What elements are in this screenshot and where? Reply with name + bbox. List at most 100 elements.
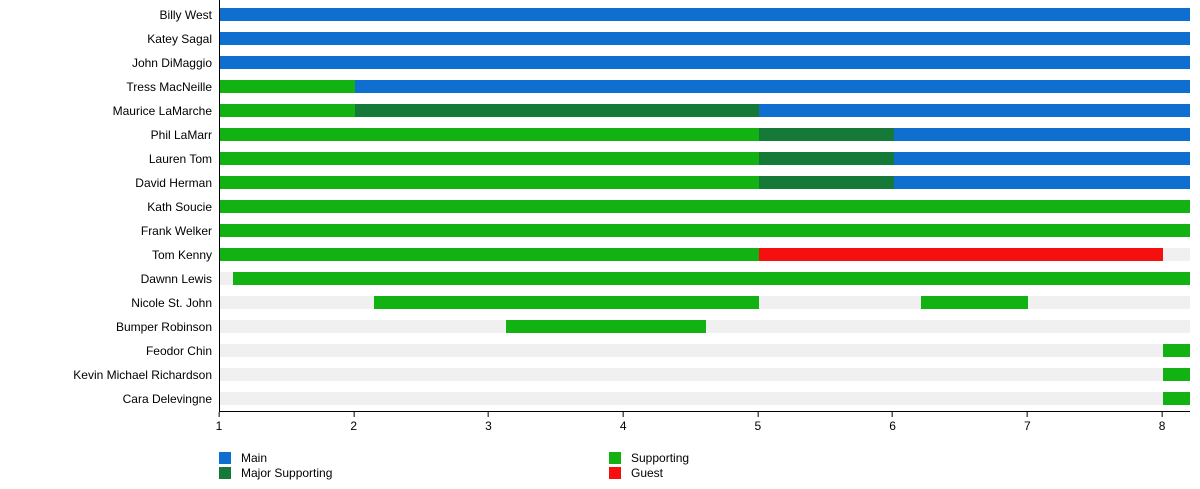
bar-segment-main [354,80,1190,93]
x-axis-ticks: 1 2 3 4 5 6 7 8 [215,412,1189,438]
legend-swatch [219,452,231,464]
actor-label: Dawnn Lewis [140,272,212,286]
actor-label: Katey Sagal [147,32,212,46]
bar-segment-supporting [220,104,355,117]
plot-row [220,363,1190,387]
legend-swatch [219,467,231,479]
x-axis-tick: 4 [620,412,627,433]
bar-segment-supporting [1163,344,1190,357]
tick-label: 4 [619,419,627,433]
actor-label: David Herman [135,176,212,190]
bar-segment-major-supporting [758,128,894,141]
legend-label: Major Supporting [241,466,333,480]
tick-label: 3 [485,419,492,433]
x-axis-tick: 2 [350,412,357,433]
tick-mark [353,412,355,417]
actor-label: Tress MacNeille [126,80,212,94]
x-axis-tick: 7 [1024,412,1031,433]
row-track [220,392,1190,405]
tick-label: 5 [754,419,762,433]
legend-item-supporting: Supporting [609,451,690,465]
plot-rows [220,0,1190,411]
tick-mark [487,412,489,417]
tick-label: 8 [1158,419,1166,433]
bar-segment-supporting [505,320,707,333]
bar-segment-supporting [220,152,759,165]
x-axis-tick: 5 [754,412,762,433]
legend-label: Main [241,451,268,465]
x-axis-tick: 8 [1158,412,1166,433]
tick-mark [892,412,894,417]
bar-segment-main [220,8,1190,21]
bar-segment-main [893,152,1190,165]
legend-column-left: Main Major Supporting [219,451,333,482]
actor-label: Nicole St. John [131,296,212,310]
legend-item-major-supporting: Major Supporting [219,466,333,480]
plot-row [220,195,1190,219]
x-axis-tick: 6 [889,412,896,433]
plot-row [220,3,1190,27]
actor-label: Billy West [159,8,212,22]
plot-row [220,51,1190,75]
tick-label: 7 [1023,419,1031,433]
legend-column-right: Supporting Guest [609,451,690,482]
bar-segment-main [893,176,1190,189]
actor-label: Maurice LaMarche [112,104,212,118]
bar-segment-supporting [373,296,759,309]
actor-label: Tom Kenny [151,248,212,262]
actor-label: John DiMaggio [131,56,212,70]
tick-mark [218,412,220,417]
bar-segment-major-supporting [758,176,894,189]
plot-row [220,99,1190,123]
legend-label: Guest [631,466,664,480]
plot-row [220,147,1190,171]
bar-segment-supporting [220,224,1190,237]
bar-segment-supporting [1163,368,1190,381]
plot-row [220,123,1190,147]
actor-label: Bumper Robinson [115,320,212,334]
bar-segment-supporting [220,176,759,189]
plot-row [220,27,1190,51]
actor-label: Cara Delevingne [122,392,212,406]
plot-row [220,339,1190,363]
bar-segment-supporting [233,272,1190,285]
actor-label: Feodor Chin [145,344,212,358]
actor-label: Frank Welker [140,224,212,238]
row-track [220,368,1190,381]
actor-label: Lauren Tom [148,152,212,166]
legend-swatch [609,452,621,464]
legend-label: Supporting [631,451,690,465]
bar-segment-supporting [920,296,1029,309]
plot-row [220,315,1190,339]
actor-labels: Billy West Katey Sagal John DiMaggio Tress … [0,3,212,411]
actor-label: Kath Soucie [147,200,212,214]
x-axis-tick: 3 [485,412,492,433]
plot-row [220,75,1190,99]
bar-segment-major-supporting [758,152,894,165]
tick-mark [757,412,759,417]
plot-row [220,219,1190,243]
bar-segment-main [758,104,1190,117]
bar-segment-main [893,128,1190,141]
bar-segment-supporting [1163,392,1190,405]
tick-mark [622,412,624,417]
bar-segment-supporting [220,200,1190,213]
x-axis-tick: 1 [215,412,223,433]
tick-label: 2 [350,419,358,433]
tick-label: 6 [889,419,896,433]
bar-segment-supporting [220,248,759,261]
tick-label: 1 [215,419,223,433]
bar-segment-guest [758,248,1164,261]
legend-item-main: Main [219,451,332,465]
legend-swatch [609,467,621,479]
actor-label: Kevin Michael Richardson [73,368,212,382]
plot-row [220,267,1190,291]
tick-mark [1026,412,1028,417]
bar-segment-major-supporting [354,104,759,117]
bar-segment-main [220,56,1190,69]
row-track [220,344,1190,357]
plot-row [220,291,1190,315]
tick-mark [1161,412,1163,417]
plot-area [219,0,1190,412]
